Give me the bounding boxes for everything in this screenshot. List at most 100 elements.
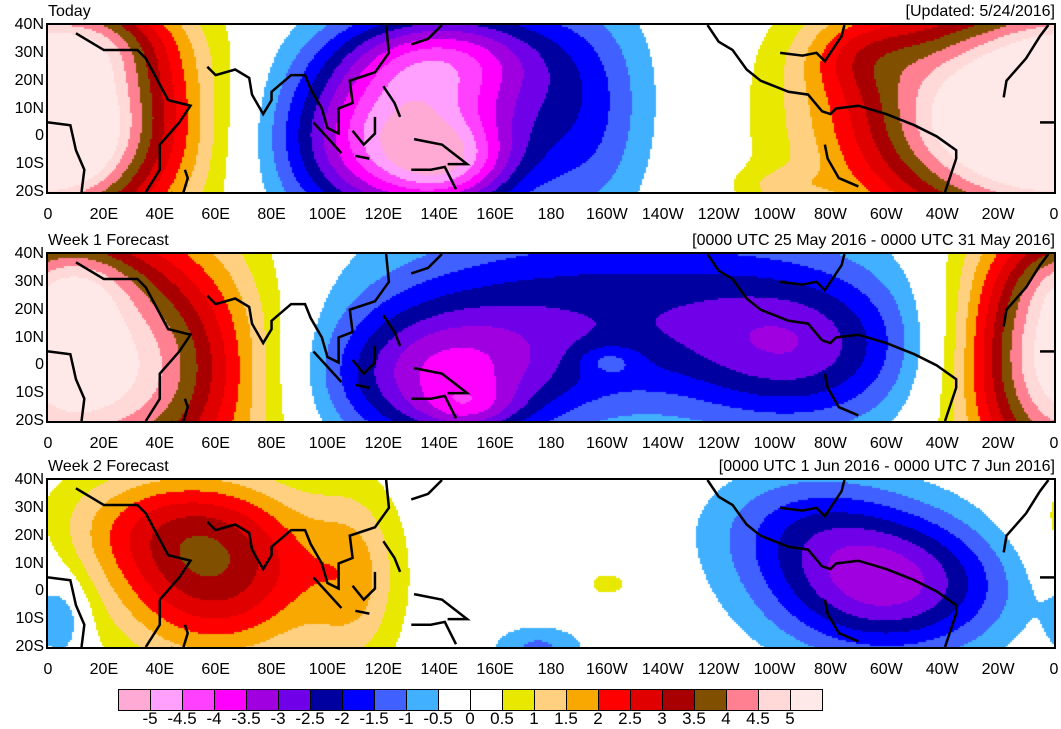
colorbar-swatch: [439, 690, 471, 710]
panel-date-range: [0000 UTC 25 May 2016 - 0000 UTC 31 May …: [692, 232, 1055, 249]
x-tick-label: 20E: [89, 661, 119, 678]
x-tick-label: 160E: [476, 435, 514, 452]
colorbar-label: 2: [593, 709, 603, 728]
x-tick-label: 160W: [585, 661, 628, 678]
coastlines: [48, 254, 1054, 421]
coastline: [355, 383, 370, 389]
panel-title: Week 1 Forecast: [48, 232, 169, 249]
coastline: [355, 154, 370, 160]
colorbar-label: -1: [398, 709, 414, 728]
x-tick-label: 40W: [925, 661, 959, 678]
colorbar-label: 3: [657, 709, 667, 728]
x-tick-label: 180: [537, 661, 565, 678]
coastline: [1002, 254, 1050, 327]
y-tick-label: 10S: [15, 384, 44, 402]
map-panel: [46, 252, 1056, 423]
x-tick-label: 100E: [308, 661, 347, 678]
x-tick-label: 120W: [697, 435, 740, 452]
coastline: [410, 480, 443, 501]
colorbar-swatch: [279, 690, 311, 710]
y-tick-label: 30N: [14, 43, 44, 61]
colorbar-swatch: [407, 690, 439, 710]
x-tick-label: 120E: [364, 206, 403, 223]
x-tick-label: 20E: [89, 435, 119, 452]
x-tick-label: 20W: [981, 435, 1015, 452]
x-tick-label: 140W: [641, 661, 684, 678]
y-tick-label: 20S: [15, 412, 44, 429]
colorbar-swatch: [151, 690, 183, 710]
x-tick-label: 80E: [257, 661, 286, 678]
colorbar-label: -3: [270, 709, 286, 728]
y-tick-label: 40N: [14, 16, 44, 33]
coastline: [413, 137, 471, 166]
anomaly-contour-field: [48, 25, 1054, 192]
y-tick-label: 10N: [14, 554, 44, 572]
colorbar-swatch: [791, 690, 822, 710]
coastline: [382, 314, 402, 347]
y-tick-label: 0: [35, 356, 44, 374]
colorbar-label: 0.5: [490, 709, 514, 728]
y-tick-label: 20N: [14, 526, 44, 544]
x-tick-label: 100E: [308, 435, 347, 452]
x-tick-label: 60W: [869, 206, 903, 223]
x-tick-label: 40E: [145, 661, 174, 678]
colorbar-swatch: [343, 690, 375, 710]
x-tick-label: 100W: [753, 661, 796, 678]
x-tick-label: 160E: [476, 206, 514, 223]
colorbar-swatch: [535, 690, 567, 710]
x-tick-label: 0: [43, 206, 53, 223]
x-tick-label: 0: [1049, 661, 1059, 678]
x-tick-label: 80W: [813, 206, 847, 223]
coastline: [206, 25, 391, 136]
coastline: [413, 366, 471, 395]
x-tick-label: 60W: [869, 661, 903, 678]
coastline: [75, 32, 193, 192]
colorbar-swatch: [247, 690, 279, 710]
colorbar-swatch: [503, 690, 535, 710]
coastline: [411, 620, 458, 645]
y-tick-label: 40N: [14, 245, 44, 262]
coastline: [1002, 25, 1050, 98]
anomaly-contour-field: [48, 254, 1054, 421]
coastline: [48, 350, 86, 421]
colorbar-label: -5: [142, 709, 158, 728]
coastline: [312, 576, 343, 609]
colorbar: [118, 689, 823, 711]
coastline: [206, 254, 391, 365]
coastline: [382, 85, 402, 118]
colorbar-swatch: [695, 690, 727, 710]
coastline: [170, 398, 190, 421]
anomaly-contour-field: [48, 480, 1054, 647]
colorbar-label: -2.5: [295, 709, 325, 728]
x-tick-label: 80W: [813, 435, 847, 452]
colorbar-label: 0: [465, 709, 475, 728]
colorbar-label: 1.5: [554, 709, 578, 728]
x-tick-label: 140E: [420, 435, 458, 452]
y-tick-label: 30N: [14, 272, 44, 290]
panel-title: Week 2 Forecast: [48, 458, 169, 475]
colorbar-swatch: [727, 690, 759, 710]
x-tick-label: 60E: [201, 661, 230, 678]
colorbar-swatch: [631, 690, 663, 710]
coastline: [312, 121, 343, 154]
coastline: [48, 121, 86, 192]
x-tick-label: 0: [43, 435, 53, 452]
map-panel: [46, 478, 1056, 649]
colorbar-label: 5: [785, 709, 795, 728]
x-tick-label: 120E: [364, 661, 403, 678]
colorbar-swatch: [567, 690, 599, 710]
colorbar-swatch: [759, 690, 791, 710]
x-tick-label: 80W: [813, 661, 847, 678]
coastline: [48, 576, 86, 647]
y-tick-label: 20S: [15, 638, 44, 655]
colorbar-swatch: [471, 690, 503, 710]
x-tick-label: 40W: [925, 206, 959, 223]
colorbar-swatch: [375, 690, 407, 710]
colorbar-label: -3.5: [231, 709, 261, 728]
x-tick-label: 20W: [981, 206, 1015, 223]
colorbar-label: -4.5: [167, 709, 197, 728]
x-tick-label: 80E: [257, 206, 286, 223]
y-tick-label: 20N: [14, 71, 44, 89]
colorbar-swatch: [663, 690, 695, 710]
colorbar-label: 4: [721, 709, 731, 728]
